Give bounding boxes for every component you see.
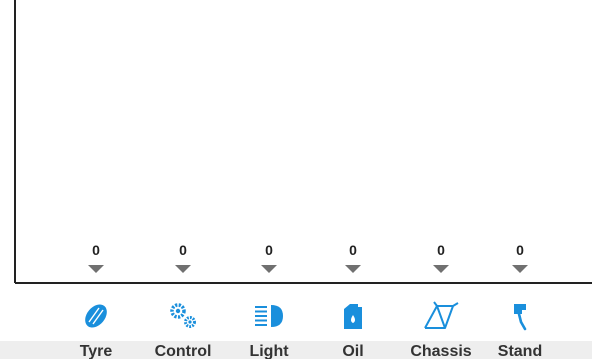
category-label-tyre: Tyre xyxy=(80,343,113,359)
value-label-light: 0 xyxy=(265,242,273,258)
category-label-chassis: Chassis xyxy=(410,343,471,359)
kickstand-icon xyxy=(514,304,527,331)
category-label-light: Light xyxy=(249,343,289,359)
value-label-tyre: 0 xyxy=(92,242,100,258)
value-label-stand: 0 xyxy=(516,242,524,258)
bar-marker-tyre xyxy=(88,265,104,273)
category-label-control: Control xyxy=(155,343,212,359)
category-label-oil: Oil xyxy=(342,343,363,359)
bar-marker-light xyxy=(261,265,277,273)
category-label-stand: Stand xyxy=(498,343,542,359)
value-label-oil: 0 xyxy=(349,242,357,258)
bar-marker-chassis xyxy=(433,265,449,273)
oil-can-icon xyxy=(344,304,362,329)
headlight-icon xyxy=(255,305,283,327)
bar-marker-control xyxy=(175,265,191,273)
value-label-chassis: 0 xyxy=(437,242,445,258)
bar-marker-oil xyxy=(345,265,361,273)
category-label-band xyxy=(0,341,592,359)
tyre-icon xyxy=(85,304,107,328)
gears-icon xyxy=(170,303,196,328)
bicycle-frame-icon xyxy=(424,301,459,329)
value-label-control: 0 xyxy=(179,242,187,258)
bar-marker-stand xyxy=(512,265,528,273)
